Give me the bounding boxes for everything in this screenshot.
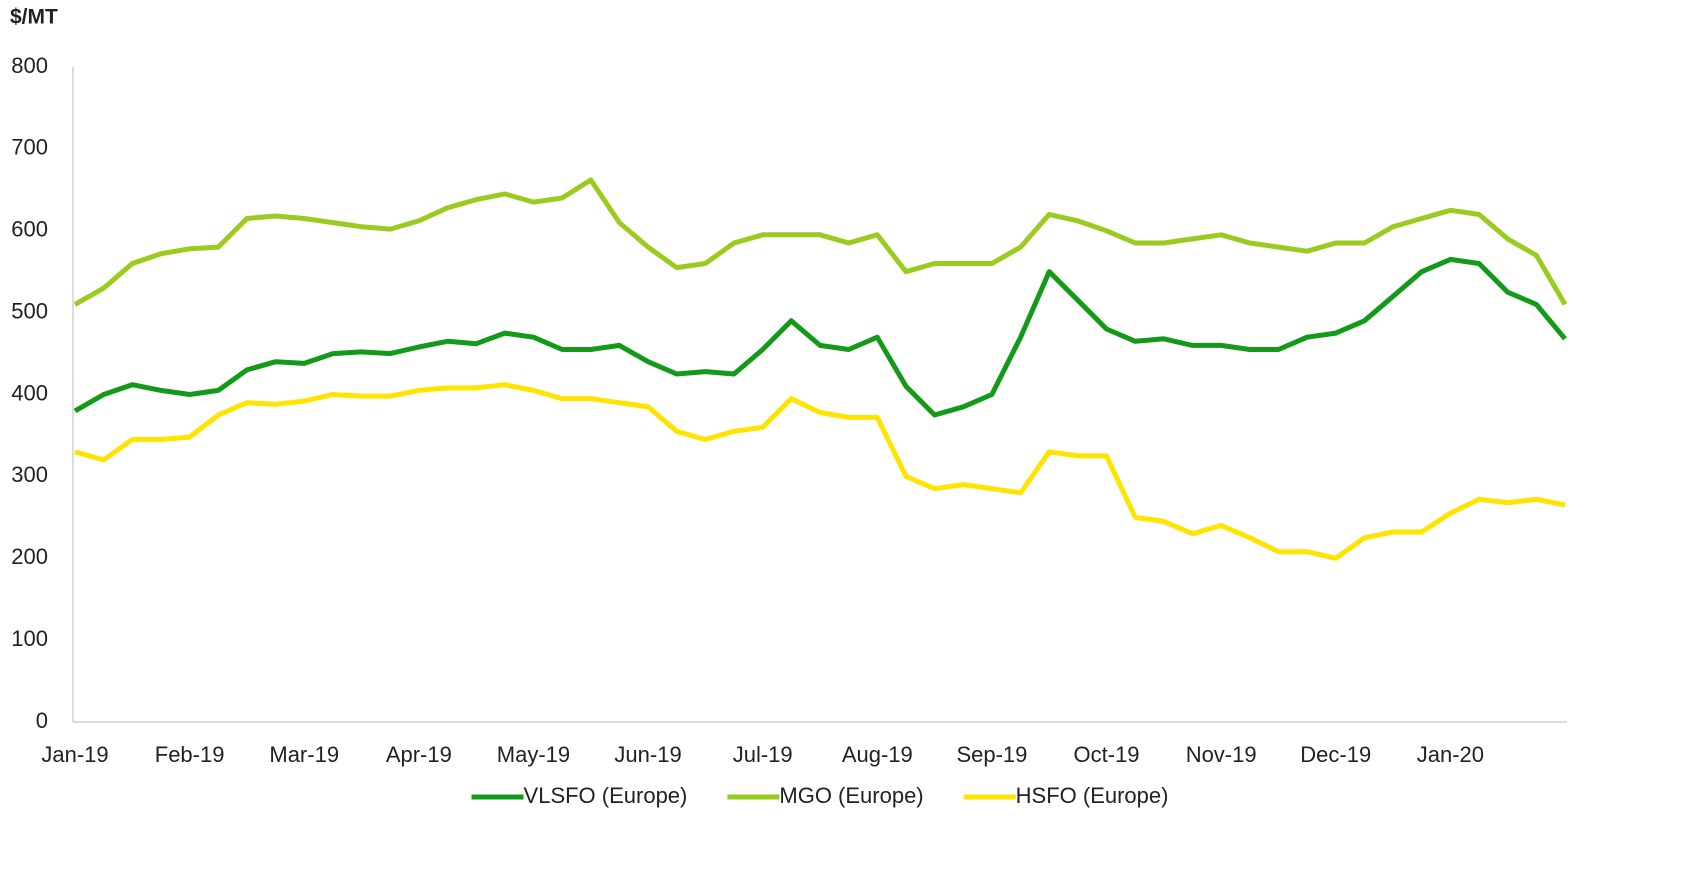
- legend-label: HSFO (Europe): [1016, 783, 1169, 808]
- y-tick-label: 200: [11, 544, 48, 569]
- x-tick-label: Jan-19: [41, 742, 108, 767]
- x-tick-label: Sep-19: [956, 742, 1027, 767]
- x-tick-label: Aug-19: [842, 742, 913, 767]
- legend-label: VLSFO (Europe): [524, 783, 688, 808]
- x-tick-label: Jan-20: [1417, 742, 1484, 767]
- y-tick-label: 300: [11, 462, 48, 487]
- y-tick-label: 400: [11, 380, 48, 405]
- y-axis-title: $/MT: [10, 6, 58, 29]
- legend-label: MGO (Europe): [779, 783, 923, 808]
- x-tick-label: Feb-19: [155, 742, 225, 767]
- series-line: [74, 382, 1566, 561]
- series-line: [73, 177, 1568, 307]
- x-tick-label: Jul-19: [733, 742, 793, 767]
- x-tick-label: May-19: [497, 742, 570, 767]
- y-tick-label: 500: [11, 298, 48, 323]
- x-tick-label: Mar-19: [269, 742, 339, 767]
- x-tick-label: Dec-19: [1300, 742, 1371, 767]
- y-tick-label: 600: [11, 217, 48, 242]
- x-tick-label: Nov-19: [1186, 742, 1257, 767]
- x-tick-label: Oct-19: [1074, 742, 1140, 767]
- y-tick-label: 0: [36, 708, 48, 733]
- y-tick-label: 800: [11, 53, 48, 78]
- y-tick-label: 100: [11, 626, 48, 651]
- x-tick-label: Apr-19: [386, 742, 452, 767]
- series-line: [73, 256, 1567, 418]
- y-tick-label: 700: [11, 135, 48, 160]
- x-tick-label: Jun-19: [614, 742, 681, 767]
